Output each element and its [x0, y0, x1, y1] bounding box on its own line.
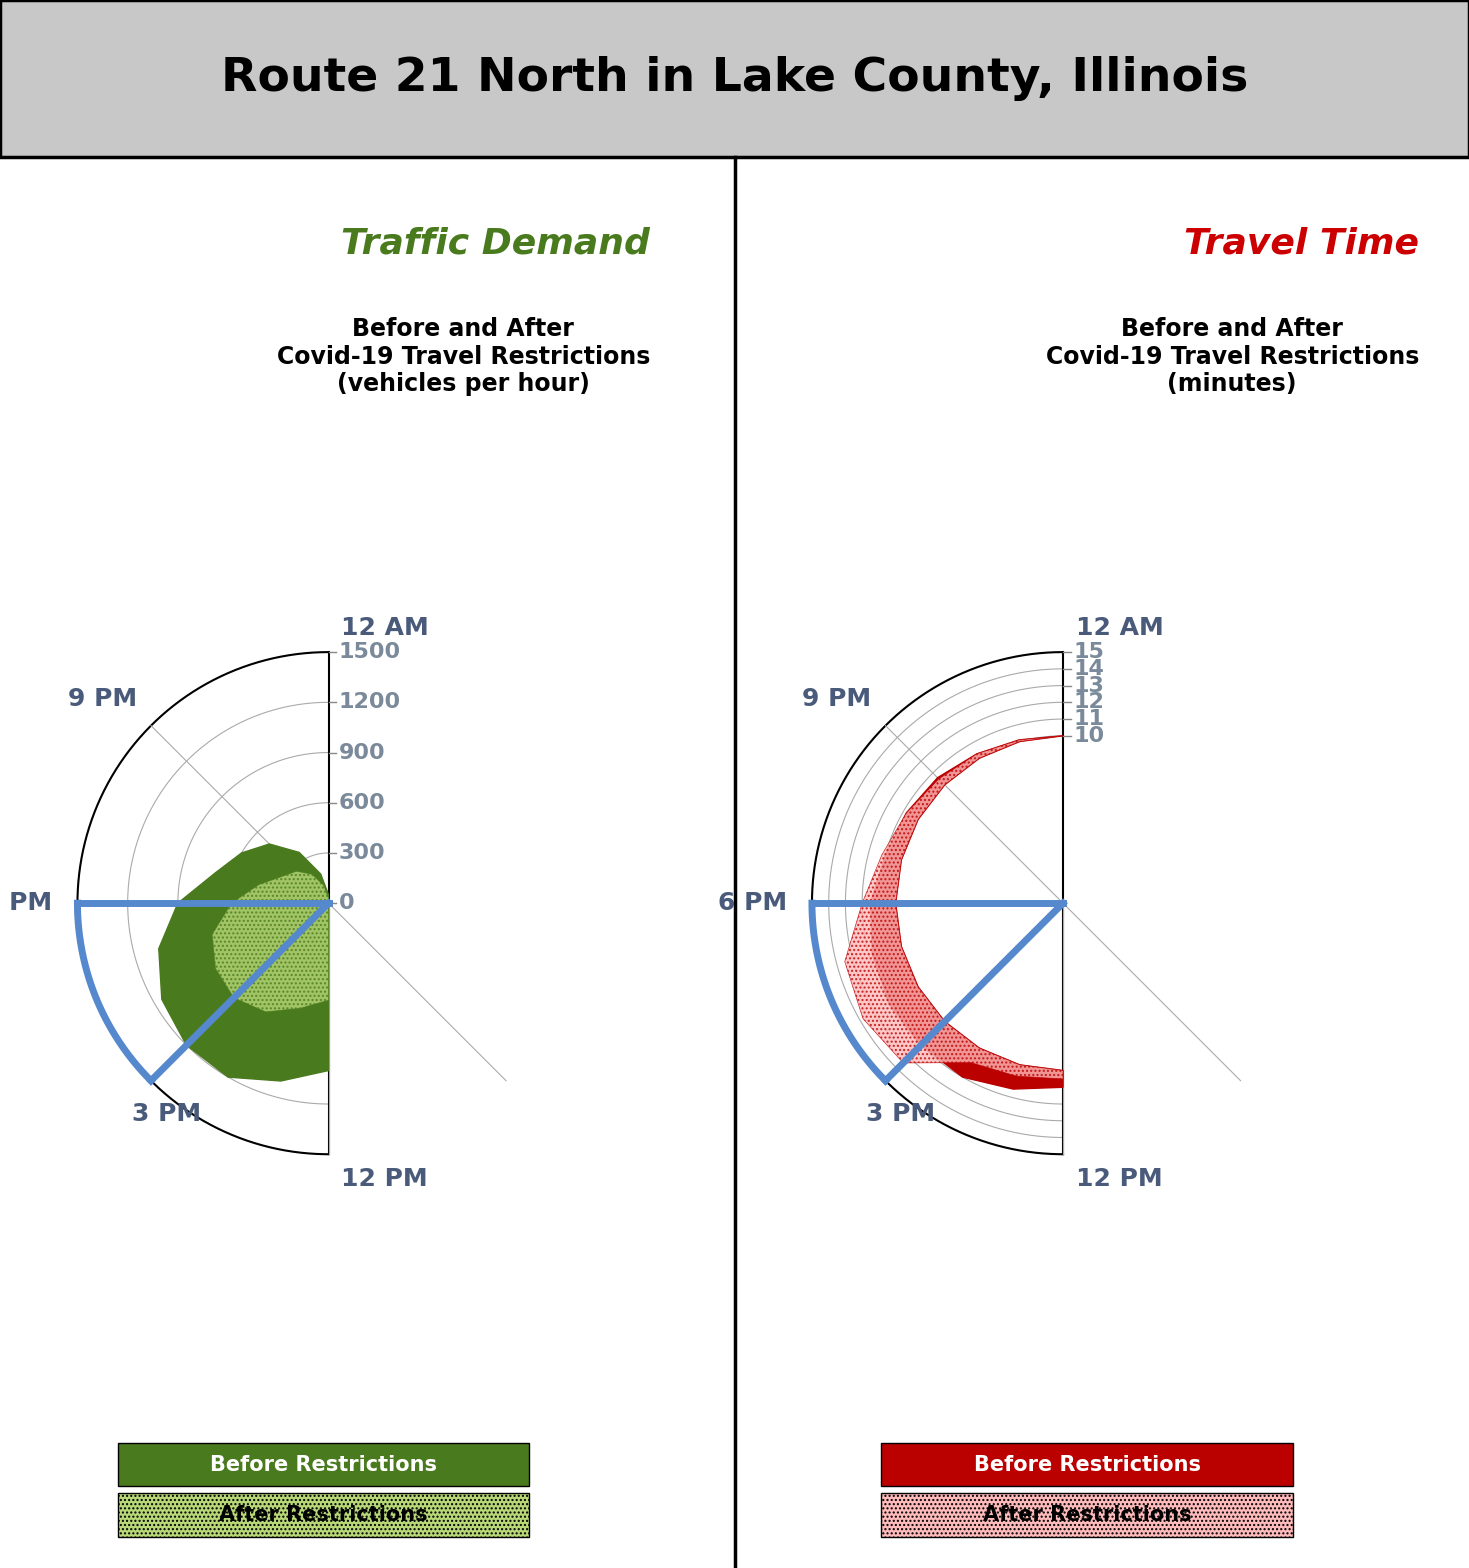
Text: 10: 10	[1072, 726, 1105, 746]
Text: 14: 14	[1072, 659, 1103, 679]
Polygon shape	[871, 735, 1064, 1090]
Text: Travel Time: Travel Time	[1184, 227, 1419, 260]
FancyBboxPatch shape	[0, 0, 1469, 157]
Text: Before and After
Covid-19 Travel Restrictions
(vehicles per hour): Before and After Covid-19 Travel Restric…	[276, 317, 649, 397]
Text: 900: 900	[338, 743, 385, 762]
Text: 12 AM: 12 AM	[341, 616, 429, 640]
Text: Before and After
Covid-19 Travel Restrictions
(minutes): Before and After Covid-19 Travel Restric…	[1046, 317, 1419, 397]
Text: 12 PM: 12 PM	[1075, 1167, 1162, 1190]
Text: Before Restrictions: Before Restrictions	[974, 1455, 1200, 1474]
Text: 9 PM: 9 PM	[68, 687, 137, 712]
Polygon shape	[845, 735, 1064, 1079]
Polygon shape	[159, 844, 329, 1080]
Text: 1500: 1500	[338, 643, 401, 662]
Text: 9 PM: 9 PM	[802, 687, 871, 712]
Text: 600: 600	[338, 793, 385, 812]
Polygon shape	[212, 872, 329, 1011]
Text: 12: 12	[1072, 693, 1103, 712]
Text: 300: 300	[338, 844, 385, 862]
Text: 3 PM: 3 PM	[867, 1102, 936, 1126]
Text: 3 PM: 3 PM	[132, 1102, 201, 1126]
Text: 6 PM: 6 PM	[0, 891, 53, 916]
Text: Traffic Demand: Traffic Demand	[341, 227, 649, 260]
Text: Before Restrictions: Before Restrictions	[210, 1455, 436, 1474]
Text: 12 PM: 12 PM	[341, 1167, 427, 1190]
Text: 12 AM: 12 AM	[1075, 616, 1163, 640]
Text: 1200: 1200	[338, 693, 401, 712]
Text: 13: 13	[1072, 676, 1103, 696]
Text: 0: 0	[338, 894, 354, 913]
Text: Route 21 North in Lake County, Illinois: Route 21 North in Lake County, Illinois	[220, 56, 1249, 100]
Text: After Restrictions: After Restrictions	[219, 1505, 427, 1524]
Text: After Restrictions: After Restrictions	[983, 1505, 1191, 1524]
Text: 6 PM: 6 PM	[718, 891, 787, 916]
Text: 11: 11	[1072, 709, 1105, 729]
Text: 15: 15	[1072, 643, 1103, 662]
